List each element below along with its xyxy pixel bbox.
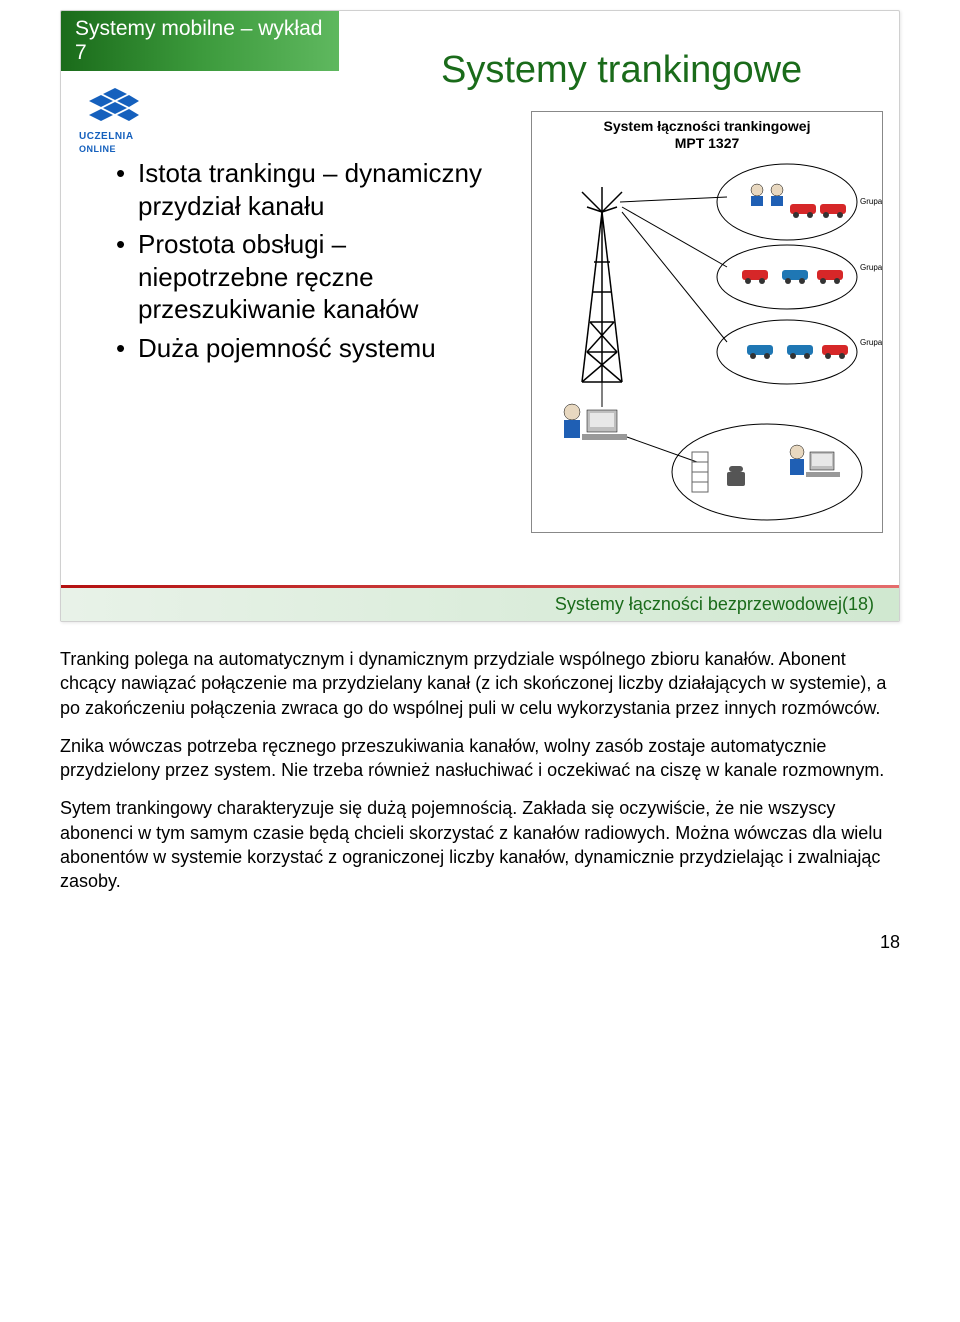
group-b-label: Grupa B [860,263,882,272]
group-c-label: Grupa C [860,338,882,347]
trunking-diagram: System łączności trankingowej MPT 1327 [531,111,883,533]
slide: Systemy mobilne – wykład 7 UCZELNIA ONLI… [60,10,900,622]
infrastructure-bubble [672,424,862,520]
bullet-item: Prostota obsługi – niepotrzebne ręczne p… [116,228,496,326]
tower-icon [582,187,622,382]
logo-icon [79,81,141,129]
diagram-title-1: System łączności trankingowej [604,118,811,134]
speaker-notes: Tranking polega na automatycznym i dynam… [60,647,900,894]
radio-links [620,197,727,342]
operator-icon [564,404,627,440]
logo-caption-top: UCZELNIA [79,131,141,142]
slide-footer: Systemy łączności bezprzewodowej(18) [61,585,899,621]
group-c-bubble: Grupa C [717,320,882,384]
diagram-svg: Grupa A Grupa B [532,152,882,532]
notes-paragraph: Sytem trankingowy charakteryzuje się duż… [60,796,900,893]
page-number: 18 [880,932,900,953]
group-a-bubble: Grupa A [717,164,882,240]
slide-header-course: Systemy mobilne – wykład 7 [61,11,339,71]
bullet-item: Istota trankingu – dynamiczny przydział … [116,157,496,222]
bullet-item: Duża pojemność systemu [116,332,496,365]
notes-paragraph: Tranking polega na automatycznym i dynam… [60,647,900,720]
slide-title: Systemy trankingowe [441,49,802,92]
group-b-bubble: Grupa B [717,245,882,309]
diagram-title-2: MPT 1327 [675,135,740,151]
notes-paragraph: Znika wówczas potrzeba ręcznego przeszuk… [60,734,900,783]
slide-footer-text: Systemy łączności bezprzewodowej(18) [555,594,874,615]
group-a-label: Grupa A [860,197,882,206]
bullet-list: Istota trankingu – dynamiczny przydział … [116,151,496,370]
